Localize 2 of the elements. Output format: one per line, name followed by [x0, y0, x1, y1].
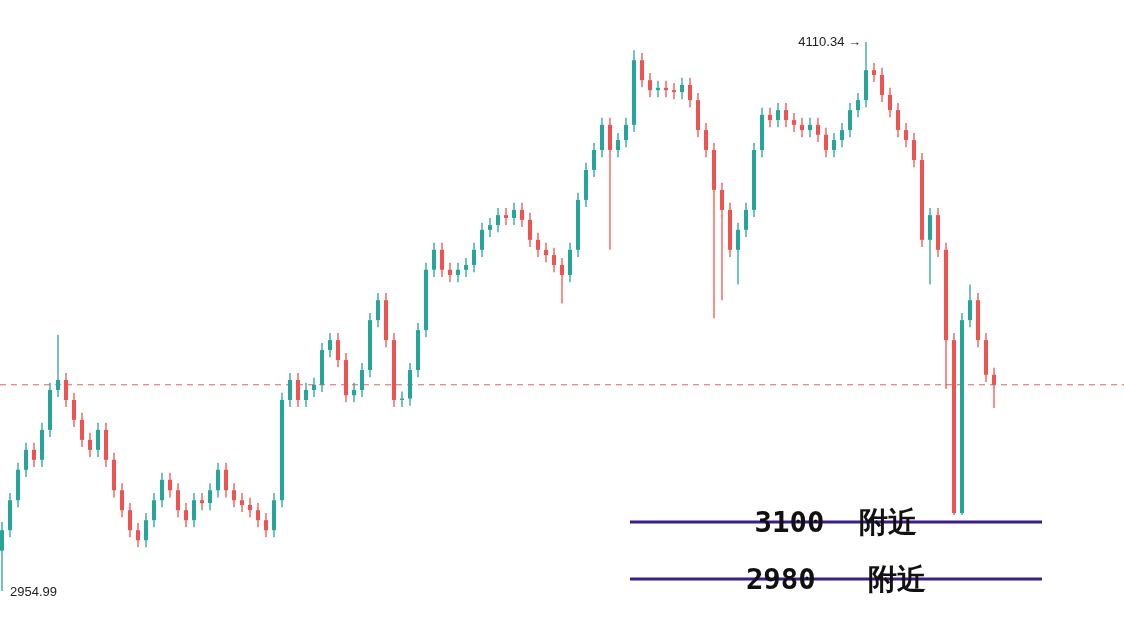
annotation: 4110.34 → — [798, 34, 861, 49]
annotation: 2954.99 — [10, 584, 57, 599]
